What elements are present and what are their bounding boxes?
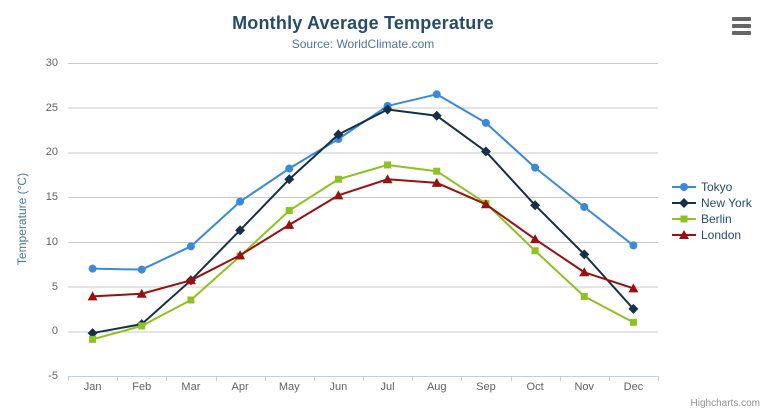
legend-item-berlin[interactable]: Berlin bbox=[672, 211, 752, 227]
data-point-tokyo[interactable] bbox=[629, 241, 638, 250]
data-point-tokyo[interactable] bbox=[186, 242, 195, 251]
legend-marker-diamond bbox=[672, 198, 696, 208]
data-point-london[interactable] bbox=[530, 234, 541, 244]
x-axis-label: Dec bbox=[623, 381, 644, 393]
series-line-london bbox=[91, 178, 635, 298]
data-point-berlin[interactable] bbox=[531, 247, 539, 255]
y-axis-label: 0 bbox=[51, 325, 58, 338]
credits-link[interactable]: Highcharts.com bbox=[690, 398, 760, 409]
y-axis-label: 25 bbox=[45, 101, 58, 114]
legend-item-tokyo[interactable]: Tokyo bbox=[672, 179, 752, 195]
data-point-berlin[interactable] bbox=[334, 175, 342, 183]
data-point-london[interactable] bbox=[235, 250, 246, 260]
chart-subtitle: Source: WorldClimate.com bbox=[291, 37, 435, 51]
data-point-berlin[interactable] bbox=[285, 207, 293, 215]
data-point-berlin[interactable] bbox=[384, 161, 392, 169]
legend-label: London bbox=[701, 228, 742, 242]
legend-marker-triangle bbox=[672, 230, 696, 239]
legend-item-london[interactable]: London bbox=[672, 227, 752, 243]
data-point-new-york[interactable] bbox=[628, 303, 639, 314]
y-axis-label: 5 bbox=[51, 280, 58, 293]
data-point-london[interactable] bbox=[284, 219, 295, 229]
data-point-new-york[interactable] bbox=[333, 129, 344, 140]
x-axis-label: Sep bbox=[476, 381, 496, 393]
y-axis-label: -5 bbox=[48, 370, 58, 382]
data-point-berlin[interactable] bbox=[138, 322, 146, 330]
chart-title: Monthly Average Temperature bbox=[232, 13, 494, 33]
x-axis-label: Jul bbox=[380, 381, 395, 393]
legend-label: New York bbox=[701, 196, 752, 210]
data-point-london[interactable] bbox=[87, 291, 98, 301]
data-point-tokyo[interactable] bbox=[236, 197, 245, 206]
legend-label: Berlin bbox=[701, 212, 732, 226]
data-point-tokyo[interactable] bbox=[285, 164, 294, 173]
x-axis-label: Jun bbox=[329, 381, 348, 393]
data-point-berlin[interactable] bbox=[433, 167, 441, 175]
x-axis-label: May bbox=[278, 381, 300, 393]
x-axis-label: Nov bbox=[574, 381, 595, 393]
series-line-berlin bbox=[91, 163, 635, 341]
y-axis-label: 15 bbox=[45, 191, 58, 204]
data-point-berlin[interactable] bbox=[187, 296, 195, 304]
data-point-london[interactable] bbox=[185, 275, 196, 285]
x-axis-label: Oct bbox=[526, 381, 544, 393]
series-line-new-york bbox=[91, 108, 635, 335]
x-axis-label: Aug bbox=[426, 381, 447, 393]
data-point-new-york[interactable] bbox=[579, 249, 590, 260]
data-point-berlin[interactable] bbox=[580, 292, 588, 300]
data-point-london[interactable] bbox=[579, 267, 590, 277]
data-point-new-york[interactable] bbox=[284, 174, 295, 185]
y-axis-label: 20 bbox=[45, 146, 58, 159]
legend-item-new-york[interactable]: New York bbox=[672, 195, 752, 211]
data-point-london[interactable] bbox=[333, 190, 344, 200]
y-axis-label: 30 bbox=[45, 57, 58, 69]
data-point-tokyo[interactable] bbox=[580, 202, 589, 211]
series-line-tokyo bbox=[91, 93, 635, 271]
data-point-london[interactable] bbox=[480, 199, 491, 209]
data-point-new-york[interactable] bbox=[87, 328, 98, 339]
data-point-london[interactable] bbox=[628, 283, 639, 293]
x-axis-label: Jan bbox=[83, 381, 102, 393]
data-point-tokyo[interactable] bbox=[481, 118, 490, 127]
data-point-london[interactable] bbox=[382, 174, 393, 184]
hamburger-menu-icon bbox=[731, 17, 752, 35]
legend-marker-square bbox=[672, 215, 696, 223]
data-point-london[interactable] bbox=[431, 177, 442, 187]
data-point-berlin[interactable] bbox=[629, 318, 637, 326]
data-point-new-york[interactable] bbox=[382, 104, 393, 115]
data-point-tokyo[interactable] bbox=[137, 265, 146, 274]
data-point-new-york[interactable] bbox=[235, 225, 246, 236]
data-point-new-york[interactable] bbox=[480, 146, 491, 157]
data-point-london[interactable] bbox=[136, 288, 147, 298]
x-axis-label: Feb bbox=[132, 381, 152, 393]
data-point-tokyo[interactable] bbox=[432, 90, 441, 99]
export-menu-button[interactable] bbox=[728, 14, 755, 39]
legend-label: Tokyo bbox=[701, 180, 733, 194]
data-point-new-york[interactable] bbox=[431, 110, 442, 121]
y-axis-label: 10 bbox=[45, 235, 58, 248]
data-point-tokyo[interactable] bbox=[531, 163, 540, 172]
data-point-new-york[interactable] bbox=[530, 200, 541, 211]
data-point-berlin[interactable] bbox=[89, 335, 97, 343]
x-axis-label: Apr bbox=[231, 381, 249, 393]
x-axis-label: Mar bbox=[181, 381, 201, 393]
legend-marker-circle bbox=[672, 183, 696, 191]
data-point-tokyo[interactable] bbox=[88, 264, 97, 273]
legend: Tokyo New York Berlin London bbox=[672, 179, 752, 243]
